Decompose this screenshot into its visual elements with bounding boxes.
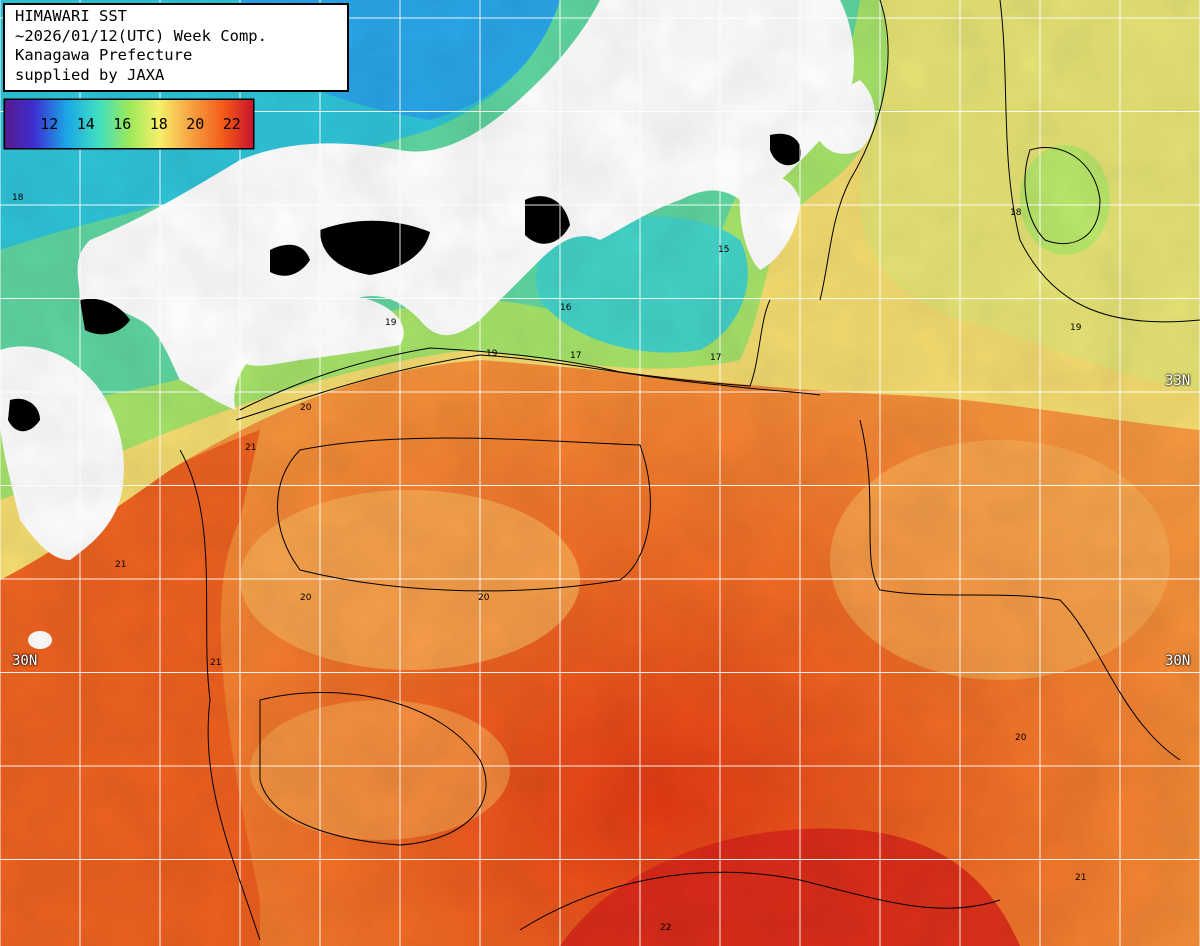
contour-label-group: 18 19 19 17 20 21 20 21 20 21 22 21 16 1…: [12, 193, 1086, 933]
contour-21-west: [179, 449, 261, 941]
contour-label: 20: [300, 403, 312, 413]
legend-tick: 22: [222, 115, 241, 133]
contour-label: 18: [12, 193, 24, 203]
contour-20-north: [235, 354, 821, 421]
legend-tick: 20: [186, 115, 205, 133]
contour-label: 17: [710, 353, 721, 363]
contour-20-eddy-2: [259, 692, 487, 846]
contour-label: 22: [660, 923, 671, 933]
contour-label: 19: [1070, 323, 1082, 333]
contour-label: 20: [300, 593, 312, 603]
map-title-box: HIMAWARI SST ~2026/01/12(UTC) Week Comp.…: [3, 3, 349, 92]
contour-label: 19: [385, 318, 397, 328]
contour-20-east: [859, 419, 1181, 761]
contour-label: 21: [1075, 873, 1086, 883]
legend-tick: 12: [40, 115, 59, 133]
contour-19: [239, 299, 771, 411]
contour-label: 20: [478, 593, 490, 603]
contour-label: 15: [718, 245, 729, 255]
legend-tick: 16: [113, 115, 132, 133]
title-line-3: Kanagawa Prefecture: [15, 46, 193, 64]
contour-label: 17: [570, 351, 581, 361]
color-legend: 12 14 16 18 20 22: [4, 99, 254, 149]
contour-19-east: [819, 0, 889, 301]
contour-18-east: [999, 0, 1200, 323]
title-line-1: HIMAWARI SST: [15, 7, 127, 25]
legend-gradient-bar: [3, 98, 255, 150]
contour-east-eddy: [1024, 146, 1101, 245]
sst-contours: [179, 0, 1200, 941]
title-line-2: ~2026/01/12(UTC) Week Comp.: [15, 26, 267, 45]
contour-label: 21: [115, 560, 126, 570]
contour-label: 18: [1010, 208, 1022, 218]
legend-tick: 18: [149, 115, 168, 133]
contour-21-south: [519, 871, 1001, 931]
contour-20-eddy: [277, 437, 651, 592]
contour-label: 16: [560, 303, 572, 313]
contour-label: 20: [1015, 733, 1027, 743]
contour-label: 19: [486, 349, 498, 359]
contour-label: 21: [245, 443, 256, 453]
title-line-4: supplied by JAXA: [15, 65, 165, 84]
legend-tick: 14: [76, 115, 95, 133]
contour-label: 21: [210, 658, 221, 668]
